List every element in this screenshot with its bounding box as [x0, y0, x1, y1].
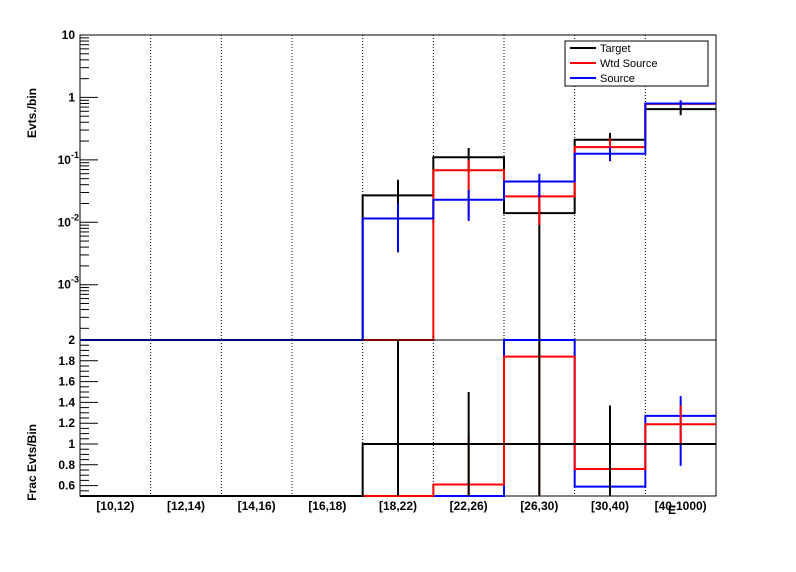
bottom-y-tick-label: 1 — [68, 437, 75, 451]
bottom-y-axis: 0.6 0.8 1 1.2 1.4 1.6 1.8 2 — [58, 333, 98, 497]
series-target-err — [467, 340, 611, 496]
histogram-step-line — [80, 443, 716, 497]
x-category-label: [10,12) — [96, 499, 134, 513]
x-axis-title: E — [668, 503, 676, 517]
bottom-y-axis-title: Frac Evts/Bin — [25, 424, 39, 501]
top-y-tick-label: 10-1 — [58, 150, 79, 167]
x-category-label: [30,40) — [591, 499, 629, 513]
bottom-y-tick-label: 1.6 — [58, 375, 75, 389]
bottom-y-tick-label: 0.8 — [58, 458, 75, 472]
bottom-panel: 0.6 0.8 1 1.2 1.4 1.6 1.8 2 [10,12) [12,14) [14,1… — [25, 333, 717, 517]
top-y-axis: 10-3 10-2 10-1 1 10 — [58, 28, 98, 329]
series-target — [80, 340, 716, 497]
x-axis-category-labels: [10,12) [12,14) [14,16) [16,18) [18,22) [22,2… — [96, 499, 706, 513]
bottom-y-tick-label: 2 — [68, 333, 75, 347]
legend: Target Wtd Source Source — [564, 40, 709, 87]
x-category-label: [40-1000) — [655, 499, 707, 513]
bottom-y-tick-label: 0.6 — [58, 479, 75, 493]
bottom-y-tick-label: 1.2 — [58, 416, 75, 430]
legend-label-source: Source — [600, 73, 635, 85]
legend-label-target: Target — [600, 43, 631, 55]
top-y-tick-label: 10 — [62, 28, 76, 42]
top-y-tick-label: 1 — [68, 90, 75, 104]
x-category-label: [18,22) — [379, 499, 417, 513]
legend-label-wtd-source: Wtd Source — [600, 58, 657, 70]
top-y-tick-label: 10-3 — [58, 275, 79, 292]
top-y-tick-label: 10-2 — [58, 212, 79, 229]
x-category-label: [22,26) — [450, 499, 488, 513]
bottom-y-tick-label: 1.4 — [58, 395, 75, 409]
x-category-label: [14,16) — [238, 499, 276, 513]
x-category-label: [16,18) — [308, 499, 346, 513]
bottom-series-group — [80, 339, 716, 497]
x-category-label: [26,30) — [520, 499, 558, 513]
x-category-label: [12,14) — [167, 499, 205, 513]
top-y-axis-title: Evts./bin — [25, 88, 39, 138]
bottom-y-tick-label: 1.8 — [58, 354, 75, 368]
